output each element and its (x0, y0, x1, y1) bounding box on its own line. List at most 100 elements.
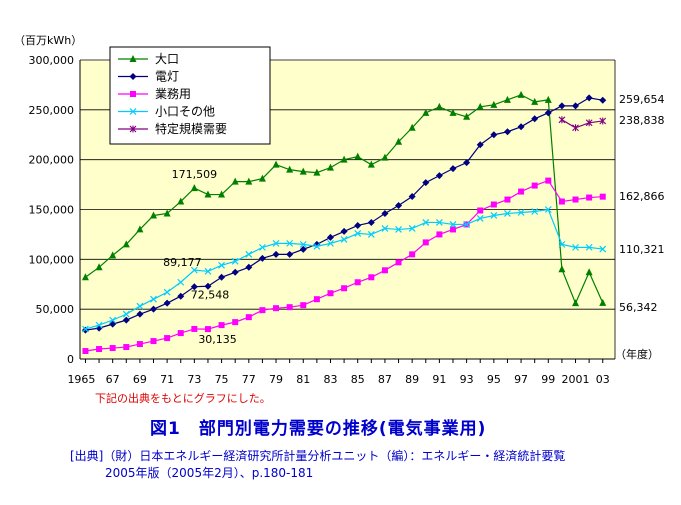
data-point (231, 177, 239, 185)
source-line-2: 2005年版（2005年2月）、p.180-181 (105, 466, 314, 480)
data-point (395, 226, 402, 233)
x-tick-label: 83 (323, 373, 337, 386)
data-point (490, 201, 497, 208)
legend-item: 電灯 (118, 70, 179, 84)
data-point (408, 193, 416, 201)
data-point (572, 299, 580, 307)
data-point (395, 259, 402, 266)
data-point (218, 273, 226, 281)
data-point (531, 182, 538, 189)
y-unit-label: （百万kWh） (14, 34, 82, 47)
data-point (163, 209, 171, 217)
data-point (422, 108, 430, 116)
data-point (300, 302, 307, 309)
data-point (177, 197, 185, 205)
data-point (204, 326, 211, 333)
data-point (422, 239, 429, 246)
data-point (599, 117, 607, 125)
data-point (517, 90, 525, 98)
data-point (367, 218, 375, 226)
data-point (585, 243, 593, 251)
data-point (545, 177, 552, 184)
data-point (204, 282, 212, 290)
series-4 (558, 116, 607, 132)
data-point (367, 160, 375, 168)
data-point (558, 116, 566, 124)
data-point (599, 245, 607, 253)
data-point (599, 96, 607, 104)
x-tick-label: 97 (514, 373, 528, 386)
data-point (599, 298, 607, 306)
x-tick-label: 81 (296, 373, 310, 386)
series-1 (81, 94, 607, 334)
legend-label: 大口 (155, 52, 179, 66)
data-point (286, 250, 294, 258)
data-point (477, 207, 484, 214)
data-point (136, 341, 143, 348)
x-tick-label: 89 (405, 373, 419, 386)
end-value-label: 110,321 (619, 243, 665, 256)
data-point (130, 91, 136, 97)
data-point (150, 338, 157, 345)
data-point (503, 128, 511, 136)
data-point (129, 55, 137, 62)
x-tick-label: 77 (242, 373, 256, 386)
data-point (258, 254, 266, 262)
data-point (422, 179, 430, 187)
data-point (164, 335, 171, 342)
data-point (450, 226, 457, 233)
series-group (81, 90, 607, 355)
data-point (272, 239, 280, 247)
legend-label: 特定規模需要 (155, 121, 227, 136)
data-point (558, 102, 566, 110)
data-point (272, 250, 280, 258)
data-point (123, 344, 130, 351)
data-point (340, 155, 348, 163)
data-point (177, 278, 185, 286)
series-0 (81, 90, 607, 307)
y-tick-label: 0 (67, 353, 74, 366)
x-tick-label: 67 (106, 373, 120, 386)
data-point (150, 305, 158, 313)
data-point (129, 108, 137, 115)
data-point (299, 167, 307, 175)
data-point (190, 266, 198, 274)
series-line (561, 119, 603, 129)
data-point (286, 239, 294, 247)
data-point (313, 242, 321, 250)
data-point (531, 208, 539, 215)
data-point (190, 184, 198, 192)
data-point (490, 100, 498, 108)
data-point (204, 190, 212, 198)
data-point (422, 219, 430, 226)
data-point (273, 305, 280, 312)
chart-note: 下記の出典をもとにグラフにした。 (95, 392, 271, 405)
axes (79, 60, 616, 363)
data-label: 30,135 (198, 333, 237, 346)
x-tick-labels: 1965 67 69 71 73 75 77 79 81 83 85 87 89 91 93 95 97 99 20… (67, 373, 609, 386)
data-point (218, 190, 226, 198)
data-point (504, 210, 511, 217)
legend-box (109, 46, 271, 145)
data-point (341, 285, 348, 292)
legend-item: 大口 (118, 52, 179, 66)
data-point (109, 251, 117, 259)
x-tick-label: 03 (596, 373, 610, 386)
data-point (544, 95, 552, 103)
x-tick-label: 71 (160, 373, 174, 386)
legend-item: 業務用 (118, 87, 191, 101)
data-point (572, 102, 580, 110)
data-point (531, 97, 539, 105)
data-point (258, 243, 266, 251)
data-point (286, 304, 293, 311)
data-point (599, 193, 606, 200)
data-point (463, 112, 471, 120)
data-point (490, 131, 498, 139)
data-point (544, 206, 552, 213)
data-point (436, 231, 443, 238)
data-point (517, 123, 525, 131)
end-value-label: 238,838 (619, 114, 665, 127)
end-value-label: 56,342 (619, 301, 658, 314)
data-point (122, 310, 130, 318)
